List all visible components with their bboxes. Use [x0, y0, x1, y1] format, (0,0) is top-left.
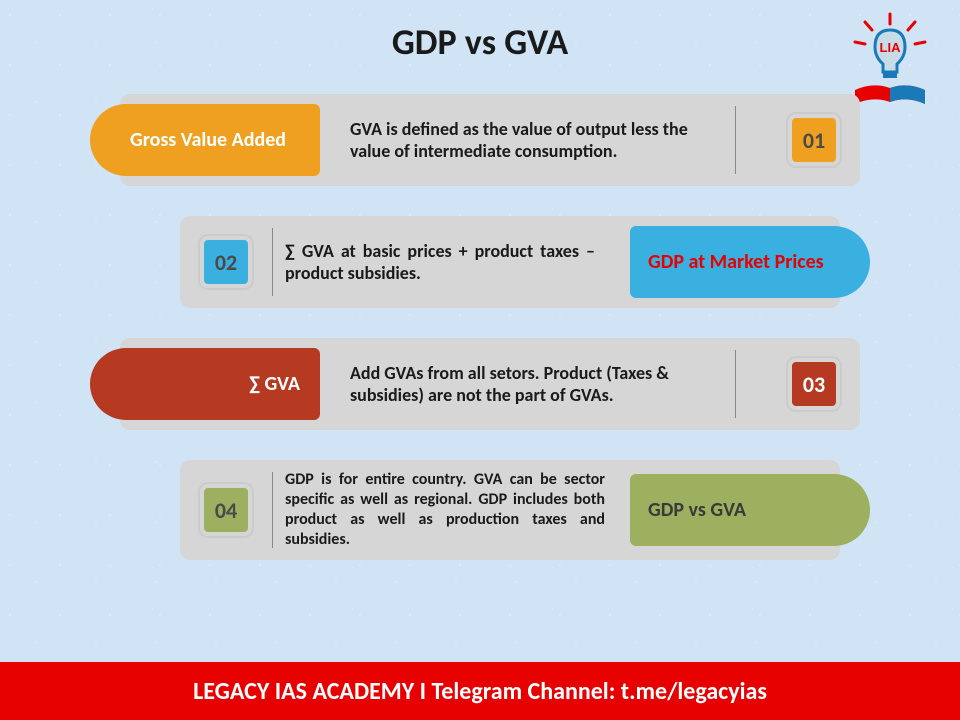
pill-gdp-market: GDP at Market Prices [630, 226, 870, 298]
num-01: 01 [788, 114, 840, 166]
pill-sigma-gva: ∑ GVA [90, 348, 320, 420]
num-04: 04 [200, 484, 252, 536]
pill-gdp-vs-gva: GDP vs GVA [630, 474, 870, 546]
row-gdp-vs-gva: 04 GDP is for entire country. GVA can be… [180, 460, 860, 560]
body-gva: GVA is defined as the value of output le… [350, 102, 720, 178]
row-gva: Gross Value Added GVA is defined as the … [100, 94, 860, 186]
num-03: 03 [788, 358, 840, 410]
pill-gva: Gross Value Added [90, 104, 320, 176]
footer-banner: LEGACY IAS ACADEMY I Telegram Channel: t… [0, 662, 960, 720]
info-rows: Gross Value Added GVA is defined as the … [0, 94, 960, 560]
body-gdp-market: ∑ GVA at basic prices + product taxes – … [285, 224, 595, 300]
row-gdp-market: 02 ∑ GVA at basic prices + product taxes… [180, 216, 860, 308]
num-02: 02 [200, 236, 252, 288]
row-sigma-gva: ∑ GVA Add GVAs from all setors. Product … [100, 338, 860, 430]
body-sigma-gva: Add GVAs from all setors. Product (Taxes… [350, 346, 720, 422]
body-gdp-vs-gva: GDP is for entire country. GVA can be se… [285, 466, 605, 554]
page-title: GDP vs GVA [0, 0, 960, 64]
svg-text:LIA: LIA [880, 40, 902, 55]
